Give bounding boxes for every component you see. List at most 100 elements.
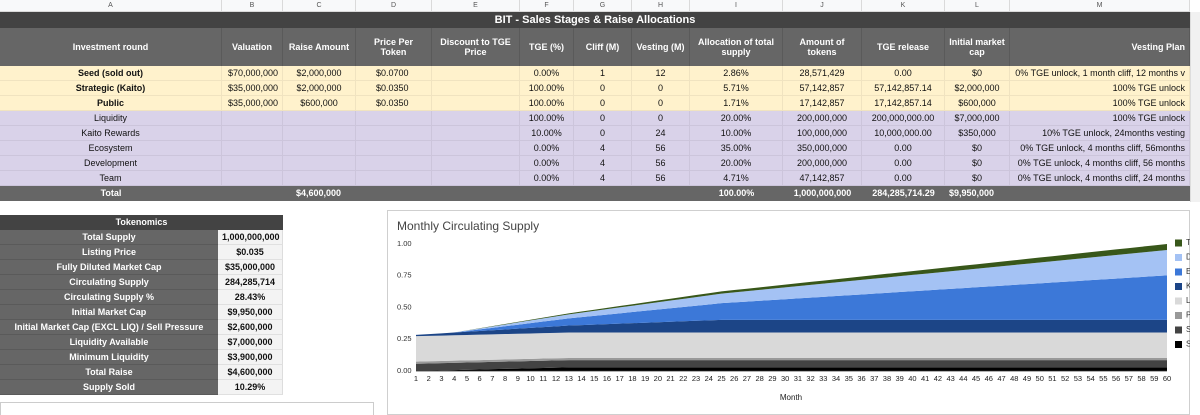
legend-label: Strategic (Kaito) [1186,325,1190,334]
table-cell: 0.00 [862,66,945,81]
table-cell: 0 [632,111,690,126]
x-tick-label: 28 [756,374,764,383]
x-tick-label: 22 [679,374,687,383]
table-cell: 100.00% [520,96,574,111]
table-cell: 1.71% [690,96,783,111]
x-tick-label: 34 [832,374,840,383]
empty-cell [222,141,283,156]
column-letter: F [520,0,574,12]
table-cell: 350,000,000 [783,141,862,156]
x-tick-label: 54 [1086,374,1094,383]
table-cell: 0% TGE unlock, 4 months cliff, 24 months [1010,171,1190,186]
x-tick-label: 14 [577,374,585,383]
empty-cell [283,171,356,186]
x-tick-label: 24 [705,374,713,383]
x-axis-label: Month [780,393,802,402]
tokenomics-label: Fully Diluted Market Cap [0,260,218,275]
x-tick-label: 46 [985,374,993,383]
legend-label: Kaito Rewards [1186,282,1190,291]
legend-label: Public [1186,311,1190,320]
legend-swatch [1175,283,1182,290]
tokenomics-label: Circulating Supply [0,275,218,290]
empty-cell [356,171,432,186]
y-tick-label: 0.25 [397,334,412,343]
table-cell: 0.00 [862,171,945,186]
table-cell: 0% TGE unlock, 1 month cliff, 12 months … [1010,66,1190,81]
table-cell: Liquidity [0,111,222,126]
table-cell: $0.0700 [356,66,432,81]
x-tick-label: 52 [1061,374,1069,383]
x-tick-label: 40 [908,374,916,383]
x-tick-label: 10 [526,374,534,383]
total-cell: 100.00% [690,186,783,201]
legend-swatch [1175,341,1182,348]
x-tick-label: 38 [883,374,891,383]
table-cell: 4.71% [690,171,783,186]
table-cell: Ecosystem [0,141,222,156]
table-cell: $350,000 [945,126,1010,141]
x-tick-label: 59 [1150,374,1158,383]
table-cell: 35.00% [690,141,783,156]
column-letter: K [862,0,945,12]
table-cell: 200,000,000 [783,111,862,126]
column-header: Vesting Plan [1010,28,1190,66]
table-cell: 5.71% [690,81,783,96]
x-tick-label: 36 [857,374,865,383]
legend-swatch [1175,312,1182,319]
column-letter: I [690,0,783,12]
column-letter: G [574,0,632,12]
empty-cell [356,111,432,126]
x-tick-label: 12 [552,374,560,383]
y-tick-label: 0.50 [397,302,412,311]
tokenomics-label: Initial Market Cap (EXCL LIQ) / Sell Pre… [0,320,218,335]
tokenomics-label: Circulating Supply % [0,290,218,305]
empty-cell [356,126,432,141]
table-cell: 20.00% [690,111,783,126]
empty-cell [356,156,432,171]
area [416,360,1167,371]
table-cell: 56 [632,171,690,186]
x-tick-label: 48 [1010,374,1018,383]
chart: Monthly Circulating Supply Month 0.00 0.2… [387,210,1190,415]
area [416,357,1167,364]
tokenomics-label: Listing Price [0,245,218,260]
table-cell: 0.00 [862,156,945,171]
empty-cell [432,186,520,201]
total-cell: 284,285,714.29 [862,186,945,201]
table-cell: 56 [632,141,690,156]
column-header: Amount of tokens [783,28,862,66]
tokenomics-value: $3,900,000 [218,350,283,365]
tokenomics-label: Liquidity Available [0,335,218,350]
x-tick-label: 30 [781,374,789,383]
column-header: TGE release [862,28,945,66]
empty-cell [432,96,520,111]
table-cell: 10.00% [690,126,783,141]
empty-cell [574,186,632,201]
x-tick-label: 1 [414,374,418,383]
x-tick-label: 58 [1137,374,1145,383]
x-tick-label: 51 [1048,374,1056,383]
table-cell: $0 [945,156,1010,171]
column-header: Valuation [222,28,283,66]
x-tick-label: 42 [934,374,942,383]
table-cell: 47,142,857 [783,171,862,186]
x-tick-label: 35 [845,374,853,383]
area [416,275,1167,335]
table-cell: 100% TGE unlock [1010,96,1190,111]
column-header: Initial market cap [945,28,1010,66]
empty-cell [432,126,520,141]
table-cell: $70,000,000 [222,66,283,81]
x-tick-label: 16 [603,374,611,383]
table-cell: Public [0,96,222,111]
empty-cell [283,156,356,171]
table-cell: $0 [945,171,1010,186]
column-letter: C [283,0,356,12]
x-tick-label: 41 [921,374,929,383]
table-cell: 10% TGE unlock, 24months vesting [1010,126,1190,141]
total-cell: $4,600,000 [283,186,356,201]
x-tick-label: 57 [1125,374,1133,383]
tokenomics-value: $35,000,000 [218,260,283,275]
table-cell: Strategic (Kaito) [0,81,222,96]
table-cell: 17,142,857.14 [862,96,945,111]
